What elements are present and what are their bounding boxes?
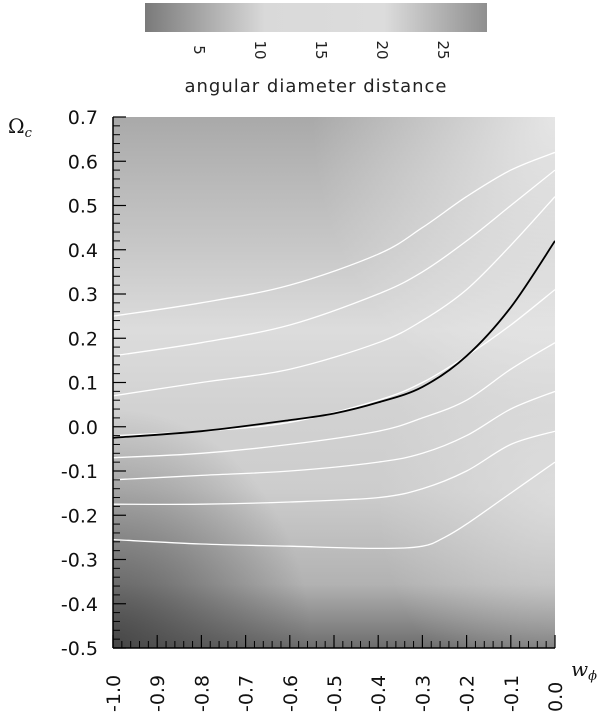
x-tick-label: -0.8 — [191, 675, 213, 712]
colorbar-label: angular diameter distance — [184, 76, 447, 97]
y-tick-label: 0.2 — [68, 328, 98, 350]
y-tick-label: -0.4 — [61, 594, 98, 616]
y-tick-label: -0.5 — [61, 638, 98, 660]
colorbar-tick-label: 25 — [434, 40, 452, 59]
y-tick-label: 0.1 — [68, 373, 98, 395]
x-tick-label: -0.1 — [501, 675, 523, 712]
x-tick-label: -1.0 — [103, 675, 125, 712]
y-tick-label: 0.4 — [68, 240, 98, 262]
y-tick-label: 0.5 — [68, 196, 98, 218]
x-axis-label: wϕ — [571, 657, 597, 684]
contour-line — [113, 390, 555, 481]
x-tick-label: -0.4 — [368, 675, 390, 712]
x-tick-label: -0.6 — [280, 675, 302, 712]
x-tick-label: 0.0 — [545, 682, 567, 712]
y-axis-label: Ωc — [8, 114, 33, 141]
y-tick-label: 0.0 — [68, 417, 98, 439]
colorbar: 5 10 15 20 25 angular diameter distance — [145, 3, 487, 97]
y-tick-label: -0.1 — [61, 461, 98, 483]
y-ticks: 0.7 0.6 0.5 0.4 0.3 0.2 0.1 0.0 -0.1 -0.2 -0.3 -0.4… — [61, 107, 126, 660]
colorbar-tick-label: 20 — [373, 40, 391, 59]
heatmap-field — [113, 117, 555, 648]
x-tick-label: -0.9 — [147, 675, 169, 712]
colorbar-tick-label: 15 — [312, 40, 330, 59]
x-tick-label: -0.2 — [457, 675, 479, 712]
contour-line — [113, 151, 555, 317]
colorbar-ticks: 5 10 15 20 25 — [190, 40, 452, 59]
contour-line — [113, 169, 555, 357]
x-ticks: -1.0 -0.9 -0.8 -0.7 -0.6 -0.5 -0.4 -0.3 -0.2 -0.1… — [103, 635, 567, 712]
y-tick-label: -0.3 — [61, 550, 98, 572]
contour-line — [113, 430, 555, 506]
contour-line-highlight — [113, 240, 555, 439]
y-tick-label: 0.6 — [68, 151, 98, 173]
x-tick-label: -0.7 — [236, 675, 258, 712]
x-tick-label: -0.5 — [324, 675, 346, 712]
y-tick-label: 0.3 — [68, 284, 98, 306]
colorbar-tick-label: 10 — [251, 40, 269, 59]
contour-line — [113, 342, 555, 459]
colorbar-gradient — [145, 3, 487, 32]
contour-lines — [113, 151, 555, 550]
colorbar-tick-label: 5 — [190, 45, 208, 55]
y-tick-label: 0.7 — [68, 107, 98, 129]
contour-line — [113, 196, 555, 397]
contour-line — [113, 461, 555, 550]
x-tick-label: -0.3 — [412, 675, 434, 712]
y-tick-label: -0.2 — [61, 505, 98, 527]
